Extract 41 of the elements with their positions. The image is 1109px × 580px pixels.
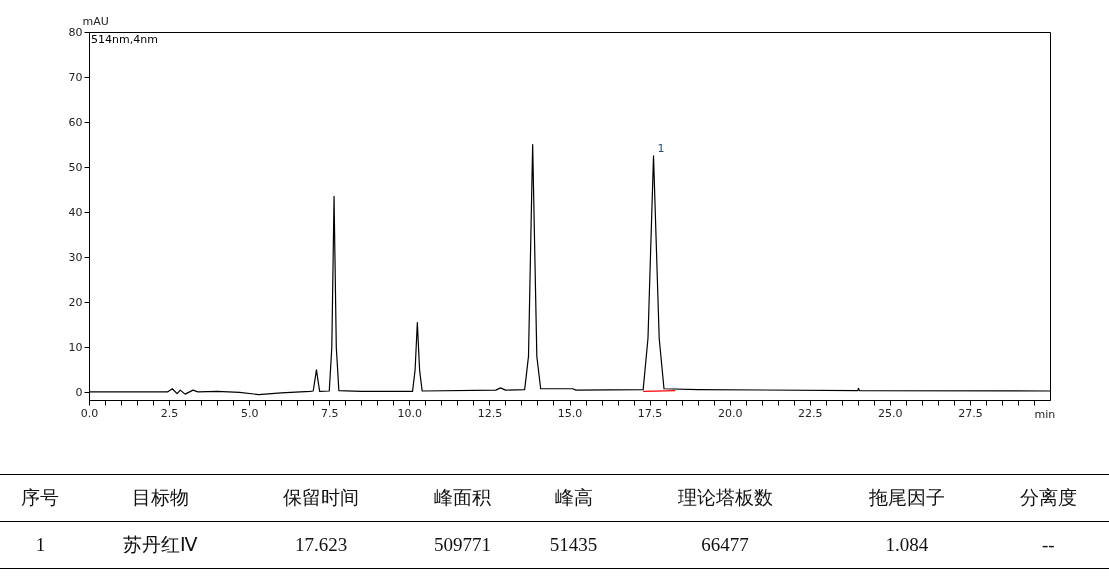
x-tick-label: 2.5 xyxy=(160,406,179,420)
x-tick-label: 0.0 xyxy=(80,406,99,420)
text: -- xyxy=(987,521,1109,569)
text: 1.084 xyxy=(826,521,988,569)
text: 509771 xyxy=(401,521,524,569)
text: 1 xyxy=(0,521,81,569)
x-tick-label: 7.5 xyxy=(321,406,339,420)
x-tick-label: 15.0 xyxy=(557,406,583,420)
text: 66477 xyxy=(624,521,827,569)
y-axis-title: mAU xyxy=(82,14,109,28)
y-tick-label: 10 xyxy=(68,340,83,354)
text: 序号 xyxy=(0,474,81,522)
x-tick-label: 27.5 xyxy=(958,406,983,420)
text: 理论塔板数 xyxy=(624,474,827,522)
text: 峰面积 xyxy=(401,474,524,522)
text: 保留时间 xyxy=(240,474,402,522)
x-tick-label: 5.0 xyxy=(240,406,259,420)
y-tick-label: 30 xyxy=(68,250,83,264)
text: 拖尾因子 xyxy=(826,474,988,522)
text: 峰高 xyxy=(523,474,625,522)
annotation: 1 xyxy=(657,141,665,155)
y-tick-label: 80 xyxy=(68,25,83,39)
text: 17.623 xyxy=(240,521,402,569)
x-tick-label: 25.0 xyxy=(878,406,903,420)
x-tick-label: 17.5 xyxy=(637,406,663,420)
y-tick-label: 70 xyxy=(68,70,83,84)
x-tick-label: 12.5 xyxy=(477,406,503,420)
y-tick-label: 50 xyxy=(68,160,83,174)
text: 苏丹红Ⅳ xyxy=(80,521,241,569)
x-tick-label: 20.0 xyxy=(717,406,743,420)
y-tick-label: 20 xyxy=(68,295,83,309)
y-tick-label: 60 xyxy=(68,115,83,129)
text: 分离度 xyxy=(987,474,1109,522)
text: 目标物 xyxy=(80,474,241,522)
x-tick-label: 10.0 xyxy=(397,406,423,420)
x-tick-label: 22.5 xyxy=(798,406,823,420)
text: 51435 xyxy=(523,521,625,569)
x-axis-title: min xyxy=(1034,407,1056,421)
y-tick-label: 0 xyxy=(75,385,83,399)
y-tick-label: 40 xyxy=(68,205,83,219)
annotation: 514nm,4nm xyxy=(91,33,158,46)
